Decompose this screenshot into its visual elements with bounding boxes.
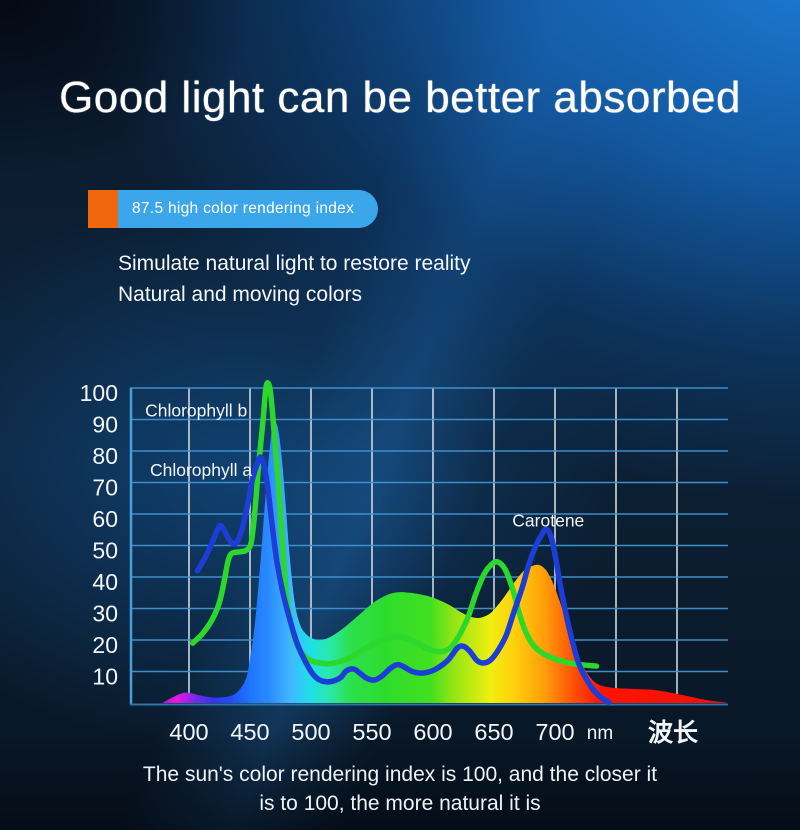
subtitle-line-2: Natural and moving colors	[118, 283, 362, 306]
y-tick-label: 10	[92, 664, 118, 690]
chart-series	[162, 380, 726, 705]
y-tick-label: 80	[92, 443, 118, 469]
x-tick-label: 600	[413, 719, 452, 745]
y-tick-label: 100	[80, 380, 118, 406]
x-tick-label: 450	[230, 719, 269, 745]
x-tick-label: 650	[474, 719, 513, 745]
annotation-chlorophyll-b: Chlorophyll b	[145, 400, 247, 420]
chart-axis-labels: 100 90 80 70 60 50 40 30 20 10 400 450 500 550 600 650 7…	[80, 380, 699, 747]
series-chlorophyll-b	[189, 380, 600, 669]
page-title: Good light can be better absorbed	[59, 73, 741, 123]
x-tick-label: 500	[291, 719, 330, 745]
y-tick-label: 20	[92, 632, 118, 658]
light-spectrum-area	[162, 421, 726, 703]
badge-label: 87.5 high color rendering index	[118, 190, 379, 228]
x-tick-label: 550	[352, 719, 391, 745]
cri-badge: 87.5 high color rendering index	[88, 190, 379, 228]
caption-line-1: The sun's color rendering index is 100, …	[142, 763, 658, 786]
annotation-carotene: Carotene	[512, 511, 584, 531]
y-tick-label: 90	[92, 412, 118, 438]
subtitle-line-1: Simulate natural light to restore realit…	[118, 252, 471, 275]
x-tick-label: 700	[535, 719, 574, 745]
y-tick-label: 60	[92, 506, 118, 532]
subtitle: Simulate natural light to restore realit…	[118, 248, 471, 310]
series-chlorophyll-a	[194, 454, 612, 705]
caption-line-2: is to 100, the more natural it is	[259, 792, 541, 815]
x-axis-unit: nm	[587, 723, 613, 744]
x-axis-title: 波长	[648, 719, 699, 747]
y-tick-label: 70	[92, 475, 118, 501]
y-tick-label: 50	[92, 538, 118, 564]
bottom-caption: The sun's color rendering index is 100, …	[0, 760, 800, 818]
badge-accent-square	[88, 190, 118, 228]
annotation-chlorophyll-a: Chlorophyll a	[150, 460, 252, 480]
y-tick-label: 30	[92, 601, 118, 627]
x-tick-label: 400	[169, 719, 208, 745]
y-tick-label: 40	[92, 569, 118, 595]
